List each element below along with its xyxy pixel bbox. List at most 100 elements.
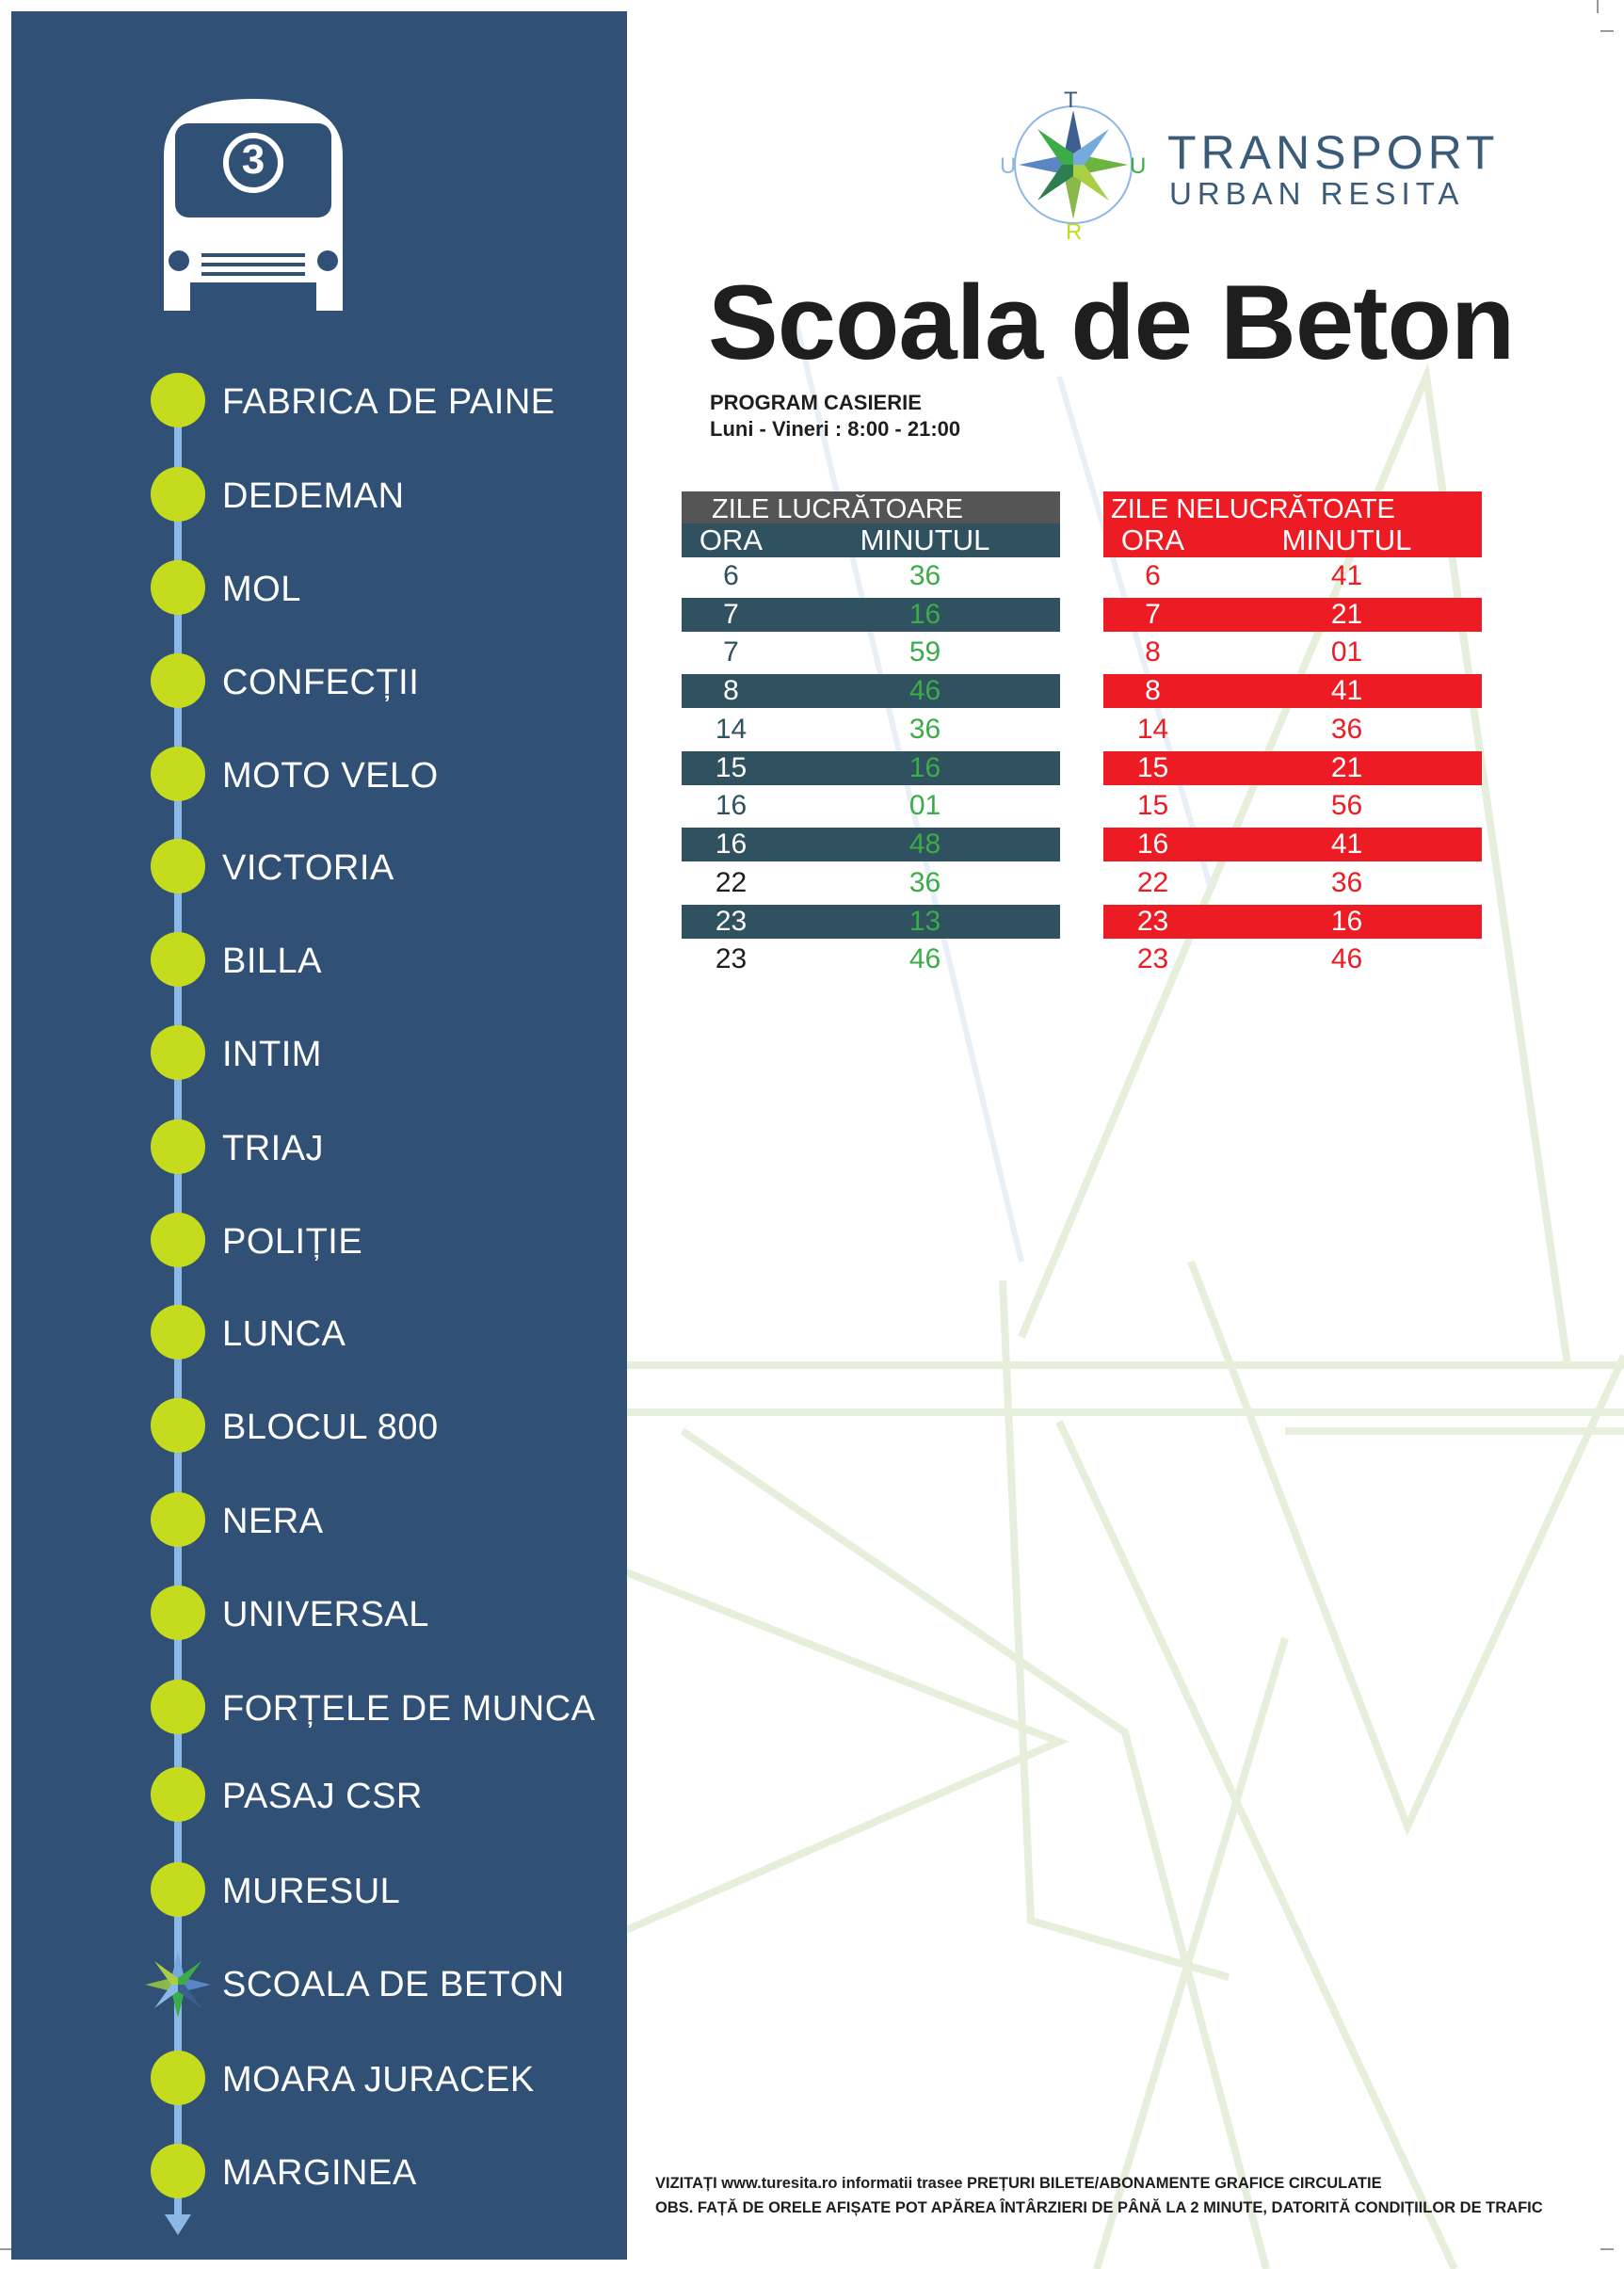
compass-letter-bottom: R [1066,219,1083,245]
minute-cell: 16 [908,599,941,631]
footer-website-line: VIZITAȚI www.turesita.ro informatii tras… [655,2175,1382,2192]
cashier-title: PROGRAM CASIERIE [710,391,922,414]
timetable-row: 7 16 [682,598,1060,633]
minute-cell: 21 [1330,751,1363,783]
working-days-table: ZILE LUCRĂTOARE ORA MINUTUL 6 36 7 16 7 59 8 46… [682,491,1060,979]
route-stop: VICTORIA [151,839,621,895]
current-stop-star-icon [145,1952,211,2018]
route-stop: NERA [151,1492,621,1549]
brand-logo: T U U R TRANSPORT URBAN RESITA [998,88,1494,249]
hour-cell: 14 [1136,713,1169,745]
route-stop: SCOALA DE BETON [145,1952,621,2018]
minute-cell: 36 [1330,713,1363,745]
timetable-row: 15 56 [1103,787,1482,826]
route-stop: MOARA JURACEK [151,2051,621,2107]
bus-icon [164,99,343,311]
working-days-title: ZILE LUCRĂTOARE [682,491,1060,524]
hour-cell: 23 [715,905,748,937]
stop-name: DEDEMAN [222,476,405,516]
timetable-row: 23 46 [1103,941,1482,979]
stop-name: POLIȚIE [222,1222,363,1262]
route-stop: DEDEMAN [151,467,621,523]
route-direction-arrow [165,2214,191,2235]
route-stop: BLOCUL 800 [151,1398,621,1455]
route-stop: MARGINEA [151,2144,621,2200]
brand-line-1: TRANSPORT [1167,126,1500,179]
hour-cell: 16 [715,829,748,861]
stop-name: TRIAJ [222,1129,325,1168]
route-stop: INTIM [151,1025,621,1082]
cashier-hours: Luni - Vineri : 8:00 - 21:00 [710,417,961,441]
stop-dot [151,653,205,708]
route-stop: FORȚELE DE MUNCA [151,1680,621,1736]
minute-cell: 48 [908,829,941,861]
hour-column-header: ORA [699,523,764,556]
stop-name: MARGINEA [222,2153,417,2193]
minute-column-header: MINUTUL [1281,523,1412,556]
minute-cell: 21 [1330,599,1363,631]
timetable-row: 8 46 [682,674,1060,709]
timetable-row: 6 36 [682,557,1060,596]
compass-letter-right: U [1130,153,1147,179]
stop-dot [151,2051,205,2105]
hour-cell: 6 [723,560,739,591]
stop-name: MURESUL [222,1872,401,1911]
minute-cell: 13 [908,905,941,937]
minute-cell: 36 [1330,866,1363,898]
stop-dot [151,1398,205,1453]
timetable-row: 16 48 [682,828,1060,862]
stop-dot [151,839,205,893]
compass-letter-top: T [1064,88,1078,113]
crop-mark [1597,0,1599,13]
minute-cell: 41 [1330,560,1363,591]
timetable-row: 7 21 [1103,598,1482,633]
route-number: 3 [241,137,265,183]
timetable-row: 8 01 [1103,634,1482,672]
stop-name: UNIVERSAL [222,1595,429,1634]
route-stop: MOTO VELO [151,747,621,803]
route-stop: MOL [151,560,621,617]
minute-cell: 36 [908,713,941,745]
timetable-row: 14 36 [1103,711,1482,749]
minute-column-header: MINUTUL [860,523,990,556]
stop-dot [151,1213,205,1267]
route-stop: MURESUL [151,1862,621,1919]
minute-cell: 01 [908,790,941,822]
footer-notes: VIZITAȚI www.turesita.ro informatii tras… [655,2171,1543,2220]
hour-cell: 6 [1145,560,1161,591]
hour-column-header: ORA [1120,523,1185,556]
crop-mark [0,2248,11,2250]
timetable-row: 7 59 [682,634,1060,672]
hour-cell: 22 [1136,866,1169,898]
timetable-row: 23 13 [682,904,1060,939]
timetable-row: 22 36 [1103,864,1482,903]
compass-letter-left: U [1000,153,1017,179]
minute-cell: 16 [908,751,941,783]
crop-mark [1600,2248,1614,2250]
timetable-row: 23 46 [682,941,1060,979]
stop-name: CONFECȚII [222,663,420,702]
hour-cell: 7 [723,599,739,631]
hour-cell: 15 [715,751,748,783]
timetable-row: 16 01 [682,787,1060,826]
crop-mark [1600,30,1614,32]
minute-cell: 46 [908,675,941,707]
hour-cell: 7 [1145,599,1161,631]
stop-dot [151,1025,205,1080]
timetable-row: 23 16 [1103,904,1482,939]
minute-cell: 01 [1330,636,1363,668]
minute-cell: 41 [1330,675,1363,707]
timetable-row: 15 21 [1103,750,1482,785]
hour-cell: 15 [1136,751,1169,783]
brand-line-2: URBAN RESITA [1169,176,1465,211]
minute-cell: 59 [908,636,941,668]
timetable-row: 14 36 [682,711,1060,749]
route-sidebar [11,11,627,2260]
stop-dot [151,1492,205,1547]
timetable-row: 15 16 [682,750,1060,785]
timetable-row: 6 41 [1103,557,1482,596]
minute-cell: 36 [908,866,941,898]
hour-cell: 23 [715,942,748,974]
stop-name: BILLA [222,941,323,981]
hour-cell: 23 [1136,905,1169,937]
